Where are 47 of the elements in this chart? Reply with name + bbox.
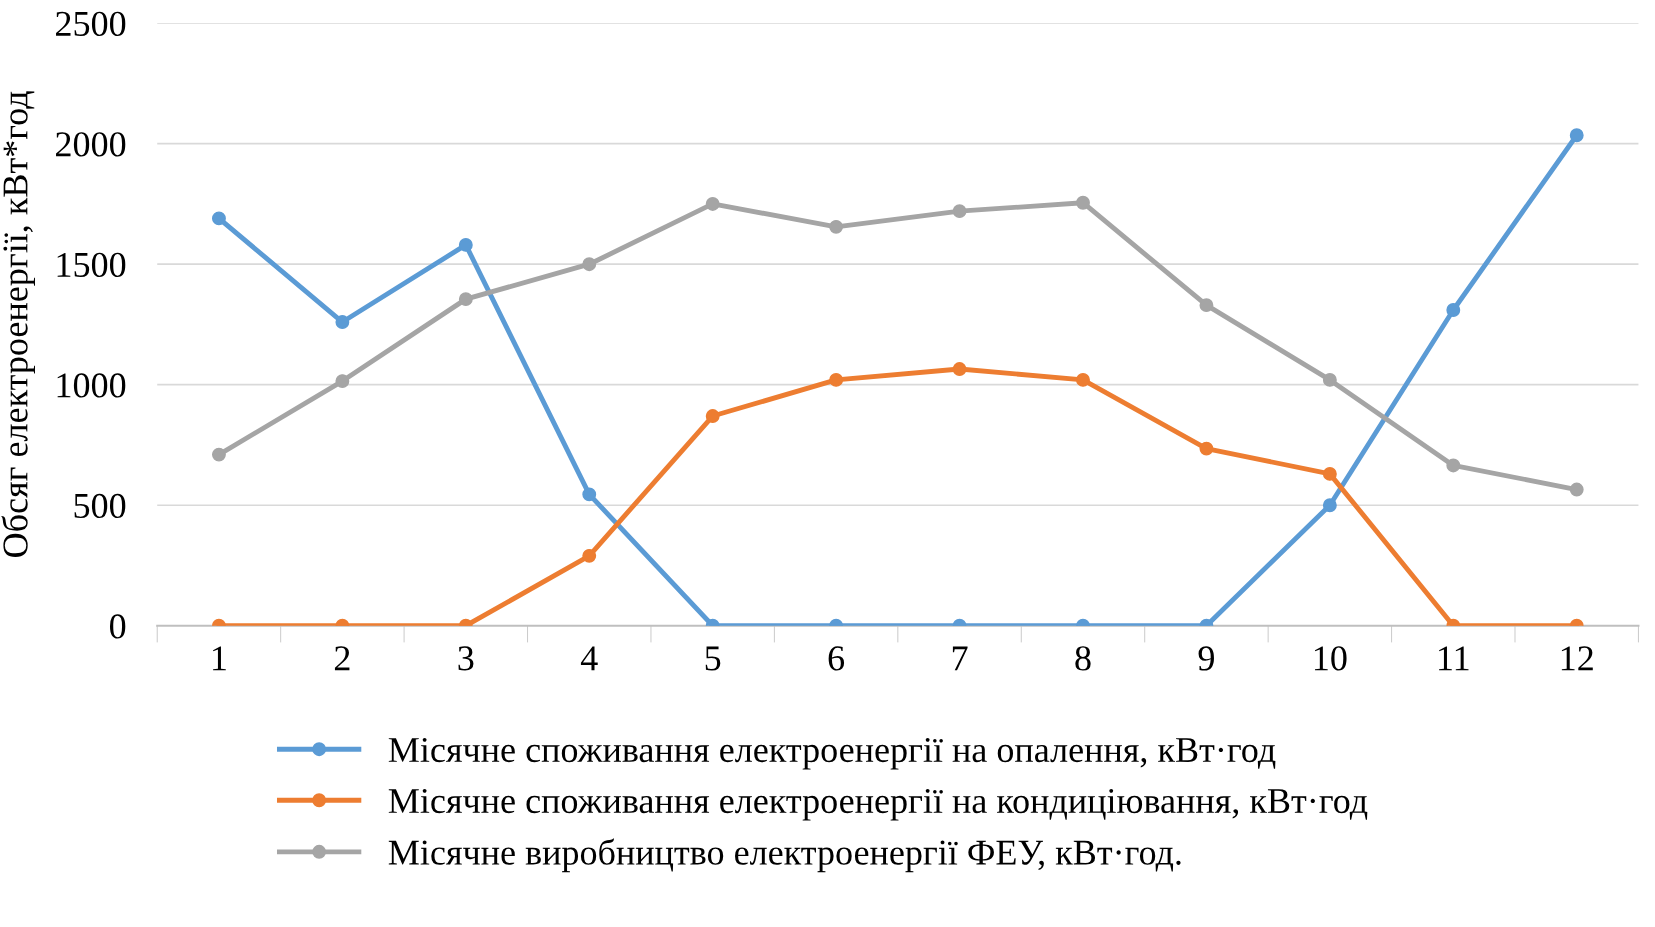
y-tick-label: 1000 (57, 373, 126, 398)
x-tick-label: 1 (213, 646, 226, 671)
point (1076, 372, 1090, 387)
point (1569, 482, 1584, 497)
x-tick-label: 4 (580, 646, 598, 671)
point (211, 211, 226, 226)
point (952, 362, 967, 376)
y-tick-label: 1500 (57, 252, 126, 278)
y-tick-label: 0 (109, 614, 126, 639)
point (458, 237, 473, 252)
point (705, 196, 720, 211)
point (1569, 128, 1584, 143)
x-tick-label: 8 (1075, 646, 1091, 671)
y-tick-label: 500 (74, 493, 126, 519)
point (1199, 298, 1214, 313)
point (829, 219, 844, 234)
legend-label: Місячне виробництво електроенергії ФЕУ, кВт·год. (388, 838, 1181, 873)
point (1446, 303, 1461, 317)
y-tick-label: 2500 (56, 11, 126, 37)
point (1199, 441, 1214, 456)
point (582, 548, 597, 563)
point (335, 315, 350, 329)
legend-label: Місячне споживання електроенергії на опалення, кВт·год (388, 737, 1276, 770)
x-tick-label: 5 (705, 646, 721, 671)
x-tick-label: 10 (1314, 646, 1347, 671)
point (1076, 195, 1090, 210)
point (1322, 466, 1337, 481)
legend-label: Місячне споживання електроенергії на кондиціювання, кВт·год (388, 788, 1368, 821)
point (829, 372, 844, 387)
point (952, 204, 967, 219)
x-tick-label: 3 (458, 646, 474, 671)
point (705, 409, 720, 423)
x-tick-label: 11 (1439, 646, 1469, 671)
y-axis-title: Обсяг електроенергії, кВт*год (1, 91, 35, 557)
point (458, 292, 473, 307)
point (582, 257, 597, 272)
x-tick-label: 7 (952, 646, 968, 671)
x-tick-label: 12 (1561, 646, 1593, 671)
point (582, 487, 597, 502)
y-tick-label: 2000 (56, 132, 126, 157)
x-tick-label: 9 (1198, 646, 1214, 671)
point (335, 374, 350, 389)
point (1322, 372, 1337, 387)
x-tick-label: 2 (334, 646, 350, 671)
point (1446, 458, 1461, 473)
point (211, 447, 226, 462)
x-tick-label: 6 (828, 646, 845, 671)
